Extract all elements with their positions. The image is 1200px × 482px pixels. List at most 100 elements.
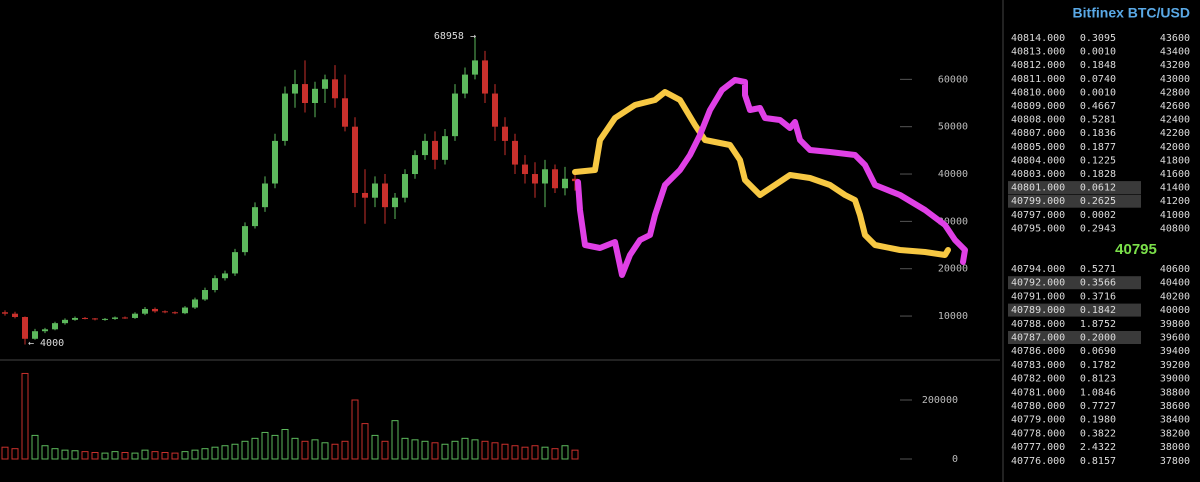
volume-bar bbox=[381, 440, 389, 460]
price: 40812.000 bbox=[1011, 60, 1065, 71]
price: 40805.000 bbox=[1011, 142, 1065, 153]
candle-body bbox=[2, 312, 8, 314]
volume-bar bbox=[471, 439, 479, 460]
row-highlight bbox=[1008, 331, 1141, 344]
price-chart: 10000 20000 30000 40000 50000 60000 0 200000 689… bbox=[1, 31, 968, 465]
price: 40789.000 bbox=[1011, 305, 1065, 316]
volume-bar bbox=[1, 446, 9, 460]
level: 40200 bbox=[1160, 291, 1190, 302]
candle-body bbox=[222, 273, 228, 279]
volume-tick-label: 200000 bbox=[922, 395, 958, 406]
amount: 0.3566 bbox=[1080, 278, 1116, 289]
price: 40779.000 bbox=[1011, 415, 1065, 426]
amount: 0.0740 bbox=[1080, 74, 1116, 85]
amount: 0.3822 bbox=[1080, 428, 1116, 439]
candle-body bbox=[382, 183, 388, 208]
volume-bar bbox=[101, 452, 109, 460]
volume-bar bbox=[491, 442, 499, 460]
candle-body bbox=[472, 60, 478, 75]
amount: 0.1225 bbox=[1080, 155, 1116, 166]
candle-body bbox=[172, 312, 178, 314]
candle-body bbox=[202, 290, 208, 300]
candle-body bbox=[302, 84, 308, 104]
volume-bar bbox=[501, 443, 509, 460]
amount: 0.0010 bbox=[1080, 47, 1116, 58]
volume-bar bbox=[91, 452, 99, 460]
level: 39000 bbox=[1160, 374, 1190, 385]
volume-bar bbox=[431, 442, 439, 460]
candle-body bbox=[322, 79, 328, 89]
price: 40811.000 bbox=[1011, 74, 1065, 85]
candle-body bbox=[442, 136, 448, 160]
volume-bar bbox=[331, 443, 339, 460]
volume-bar bbox=[391, 420, 399, 460]
volume-bar bbox=[251, 437, 259, 460]
level: 39800 bbox=[1160, 319, 1190, 330]
candle-body bbox=[352, 126, 358, 193]
level: 40600 bbox=[1160, 264, 1190, 275]
level: 43000 bbox=[1160, 74, 1190, 85]
annotation: ← 4000 bbox=[28, 338, 64, 349]
candle-body bbox=[422, 140, 428, 156]
level: 38000 bbox=[1160, 442, 1190, 453]
price: 40799.000 bbox=[1011, 196, 1065, 207]
candle-body bbox=[282, 93, 288, 141]
candle-body bbox=[112, 317, 118, 319]
level: 43200 bbox=[1160, 60, 1190, 71]
volume-bar bbox=[561, 445, 569, 460]
candle-body bbox=[122, 317, 128, 319]
volume-bar bbox=[11, 448, 19, 460]
volume-bar bbox=[291, 437, 299, 460]
candle-body bbox=[522, 164, 528, 175]
candle-body bbox=[232, 252, 238, 274]
amount: 0.3095 bbox=[1080, 33, 1116, 44]
volume-bar bbox=[441, 443, 449, 460]
drawn-line-yellow bbox=[572, 89, 951, 258]
volume-bar bbox=[261, 431, 269, 460]
annotation: 68958 → bbox=[434, 31, 476, 42]
candle-body bbox=[162, 311, 168, 313]
candle-body bbox=[412, 155, 418, 175]
amount: 0.1782 bbox=[1080, 360, 1116, 371]
y-tick-label: 20000 bbox=[938, 264, 968, 275]
volume-bar bbox=[141, 449, 149, 460]
amount: 1.0846 bbox=[1080, 387, 1116, 398]
last-price: 40795 bbox=[1115, 241, 1157, 258]
volume-bar bbox=[421, 440, 429, 460]
candle-body bbox=[82, 317, 88, 319]
price: 40778.000 bbox=[1011, 428, 1065, 439]
drawn-line-magenta bbox=[575, 77, 968, 278]
candle-body bbox=[482, 60, 488, 94]
price: 40783.000 bbox=[1011, 360, 1065, 371]
row-highlight bbox=[1008, 276, 1141, 290]
volume-bar bbox=[51, 448, 59, 460]
level: 42800 bbox=[1160, 87, 1190, 98]
candle-body bbox=[272, 140, 278, 184]
volume-bar bbox=[161, 452, 169, 460]
candle-body bbox=[92, 318, 98, 320]
price: 40782.000 bbox=[1011, 374, 1065, 385]
amount: 0.2625 bbox=[1080, 196, 1116, 207]
level: 42000 bbox=[1160, 142, 1190, 153]
price: 40801.000 bbox=[1011, 183, 1065, 194]
volume-bar bbox=[151, 451, 159, 460]
price: 40813.000 bbox=[1011, 47, 1065, 58]
candle-body bbox=[242, 226, 248, 253]
volume-bar bbox=[121, 452, 129, 460]
price: 40809.000 bbox=[1011, 101, 1065, 112]
volume-bar bbox=[481, 440, 489, 460]
volume-bar bbox=[461, 437, 469, 460]
volume-bar bbox=[341, 440, 349, 460]
price: 40787.000 bbox=[1011, 333, 1065, 344]
candle-body bbox=[392, 197, 398, 208]
level: 43400 bbox=[1160, 47, 1190, 58]
candle-body bbox=[562, 178, 568, 189]
candle-body bbox=[462, 74, 468, 94]
level: 39200 bbox=[1160, 360, 1190, 371]
amount: 2.4322 bbox=[1080, 442, 1116, 453]
book-title: Bitfinex BTC/USD bbox=[1073, 5, 1190, 21]
candle-body bbox=[192, 299, 198, 308]
level: 39600 bbox=[1160, 333, 1190, 344]
volume-bar bbox=[571, 449, 579, 460]
